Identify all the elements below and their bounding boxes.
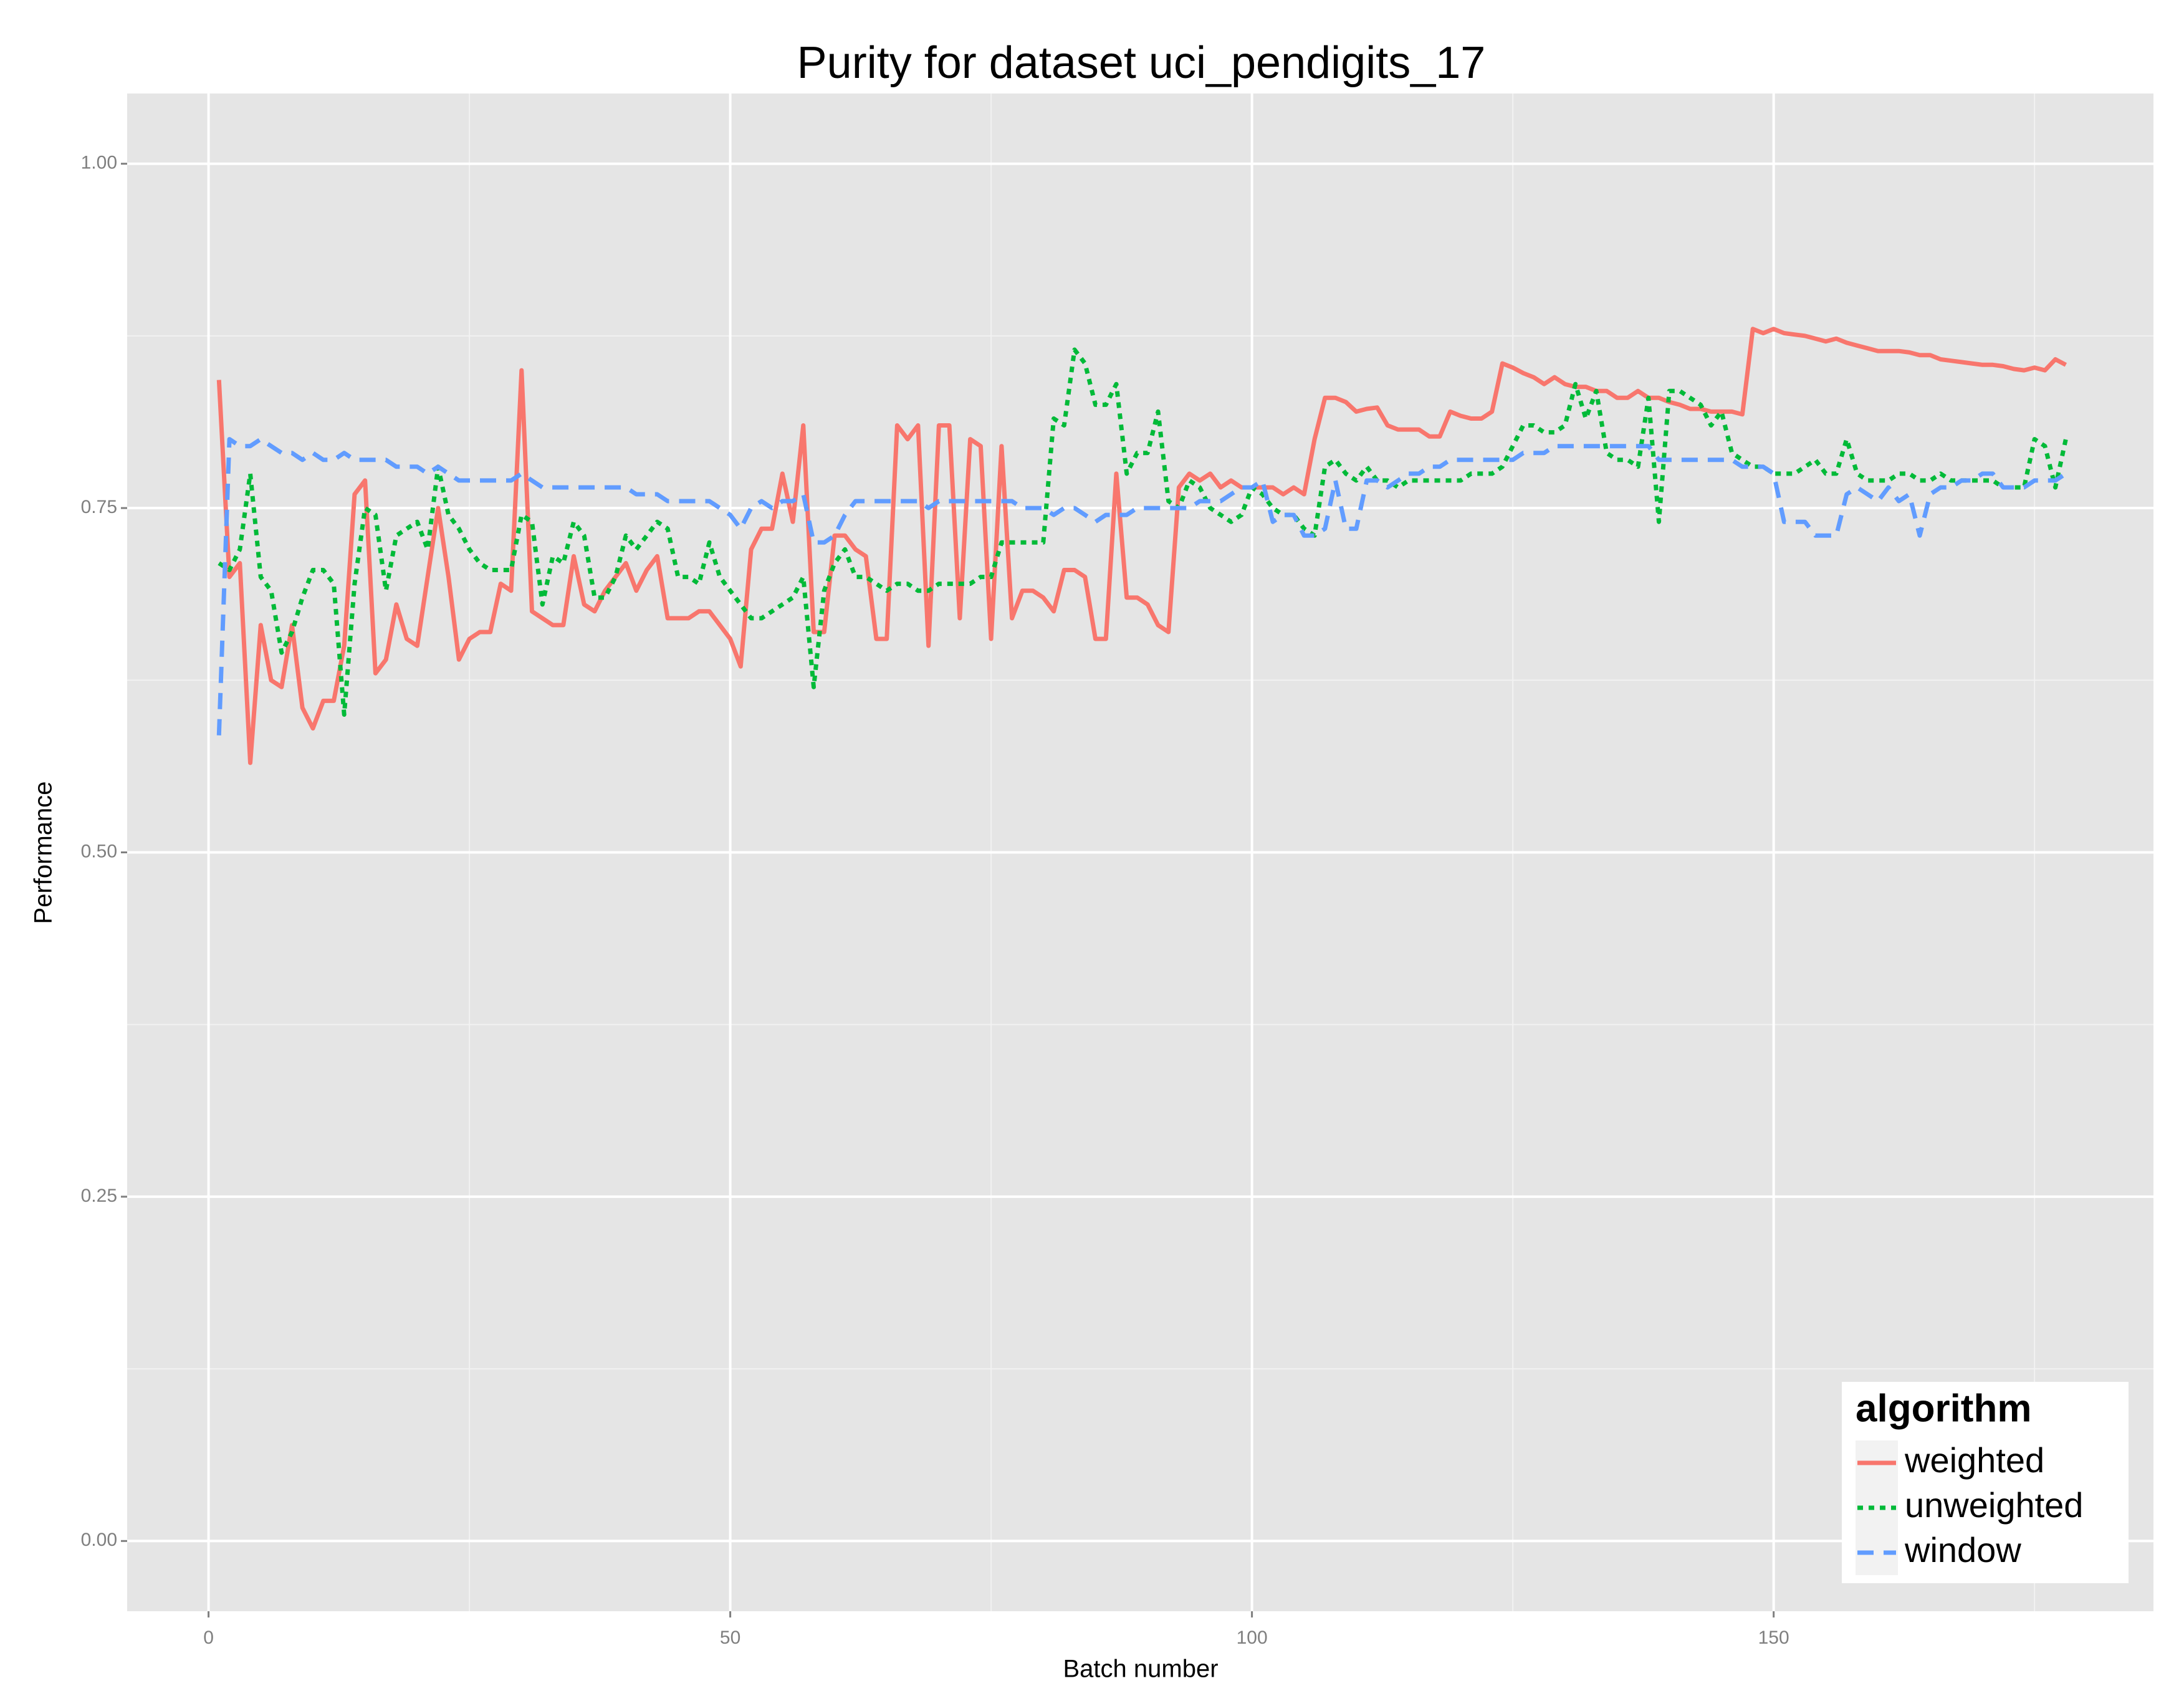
y-tick-label: 0.75 bbox=[81, 497, 117, 517]
y-axis-label: Performance bbox=[30, 782, 57, 924]
legend-label: unweighted bbox=[1905, 1485, 2083, 1525]
data-line bbox=[216, 327, 2067, 765]
x-tick-label: 0 bbox=[203, 1627, 214, 1648]
legend-title: algorithm bbox=[1856, 1387, 2031, 1430]
legend-label: window bbox=[1904, 1530, 2021, 1569]
x-tick-label: 50 bbox=[720, 1627, 740, 1648]
y-tick-label: 0.25 bbox=[81, 1186, 117, 1206]
x-axis-label: Batch number bbox=[1063, 1655, 1218, 1683]
x-tick-label: 100 bbox=[1237, 1627, 1268, 1648]
y-tick-label: 0.50 bbox=[81, 841, 117, 861]
x-tick-label: 150 bbox=[1758, 1627, 1789, 1648]
legend-label: weighted bbox=[1904, 1440, 2044, 1480]
y-tick-label: 1.00 bbox=[81, 153, 117, 173]
y-tick-label: 0.00 bbox=[81, 1530, 117, 1550]
data-line bbox=[218, 347, 2068, 717]
chart-title: Purity for dataset uci_pendigits_17 bbox=[797, 38, 1486, 88]
